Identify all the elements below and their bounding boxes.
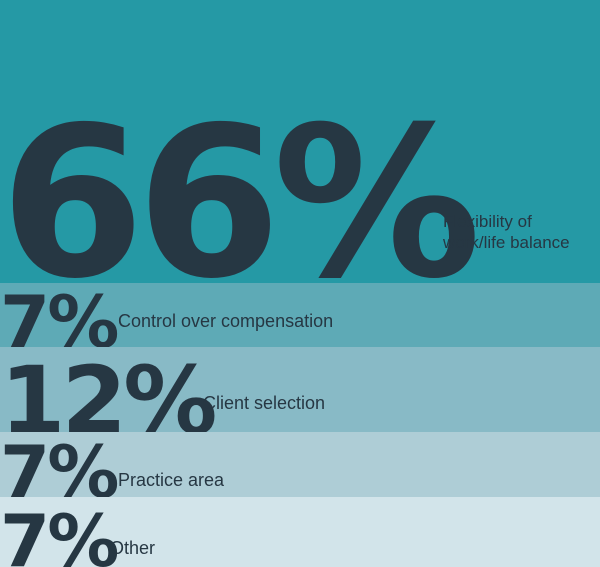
value-label-other: 7% bbox=[0, 499, 119, 567]
category-label-flexibility: Flexibility of work/life balance bbox=[443, 211, 583, 254]
category-label-other: Other bbox=[110, 538, 156, 558]
value-label-compensation: 7% bbox=[0, 283, 119, 347]
band-flexibility: 66% Flexibility of work/life balance bbox=[0, 0, 600, 283]
value-label-client-selection: 12% bbox=[0, 347, 217, 433]
band-practice-area: 7% Practice area bbox=[0, 432, 600, 497]
category-label-flexibility-text: Flexibility of work/life balance bbox=[443, 212, 570, 253]
category-label-client-selection: Client selection bbox=[203, 393, 326, 413]
value-label-practice-area: 7% bbox=[0, 432, 119, 497]
category-label-practice-area: Practice area bbox=[118, 470, 225, 490]
value-label-flexibility: 66% bbox=[0, 83, 481, 283]
band-compensation: 7% Control over compensation bbox=[0, 283, 600, 347]
category-label-compensation: Control over compensation bbox=[118, 311, 334, 331]
band-other: 7% Other bbox=[0, 497, 600, 567]
band-client-selection: 12% Client selection bbox=[0, 347, 600, 432]
